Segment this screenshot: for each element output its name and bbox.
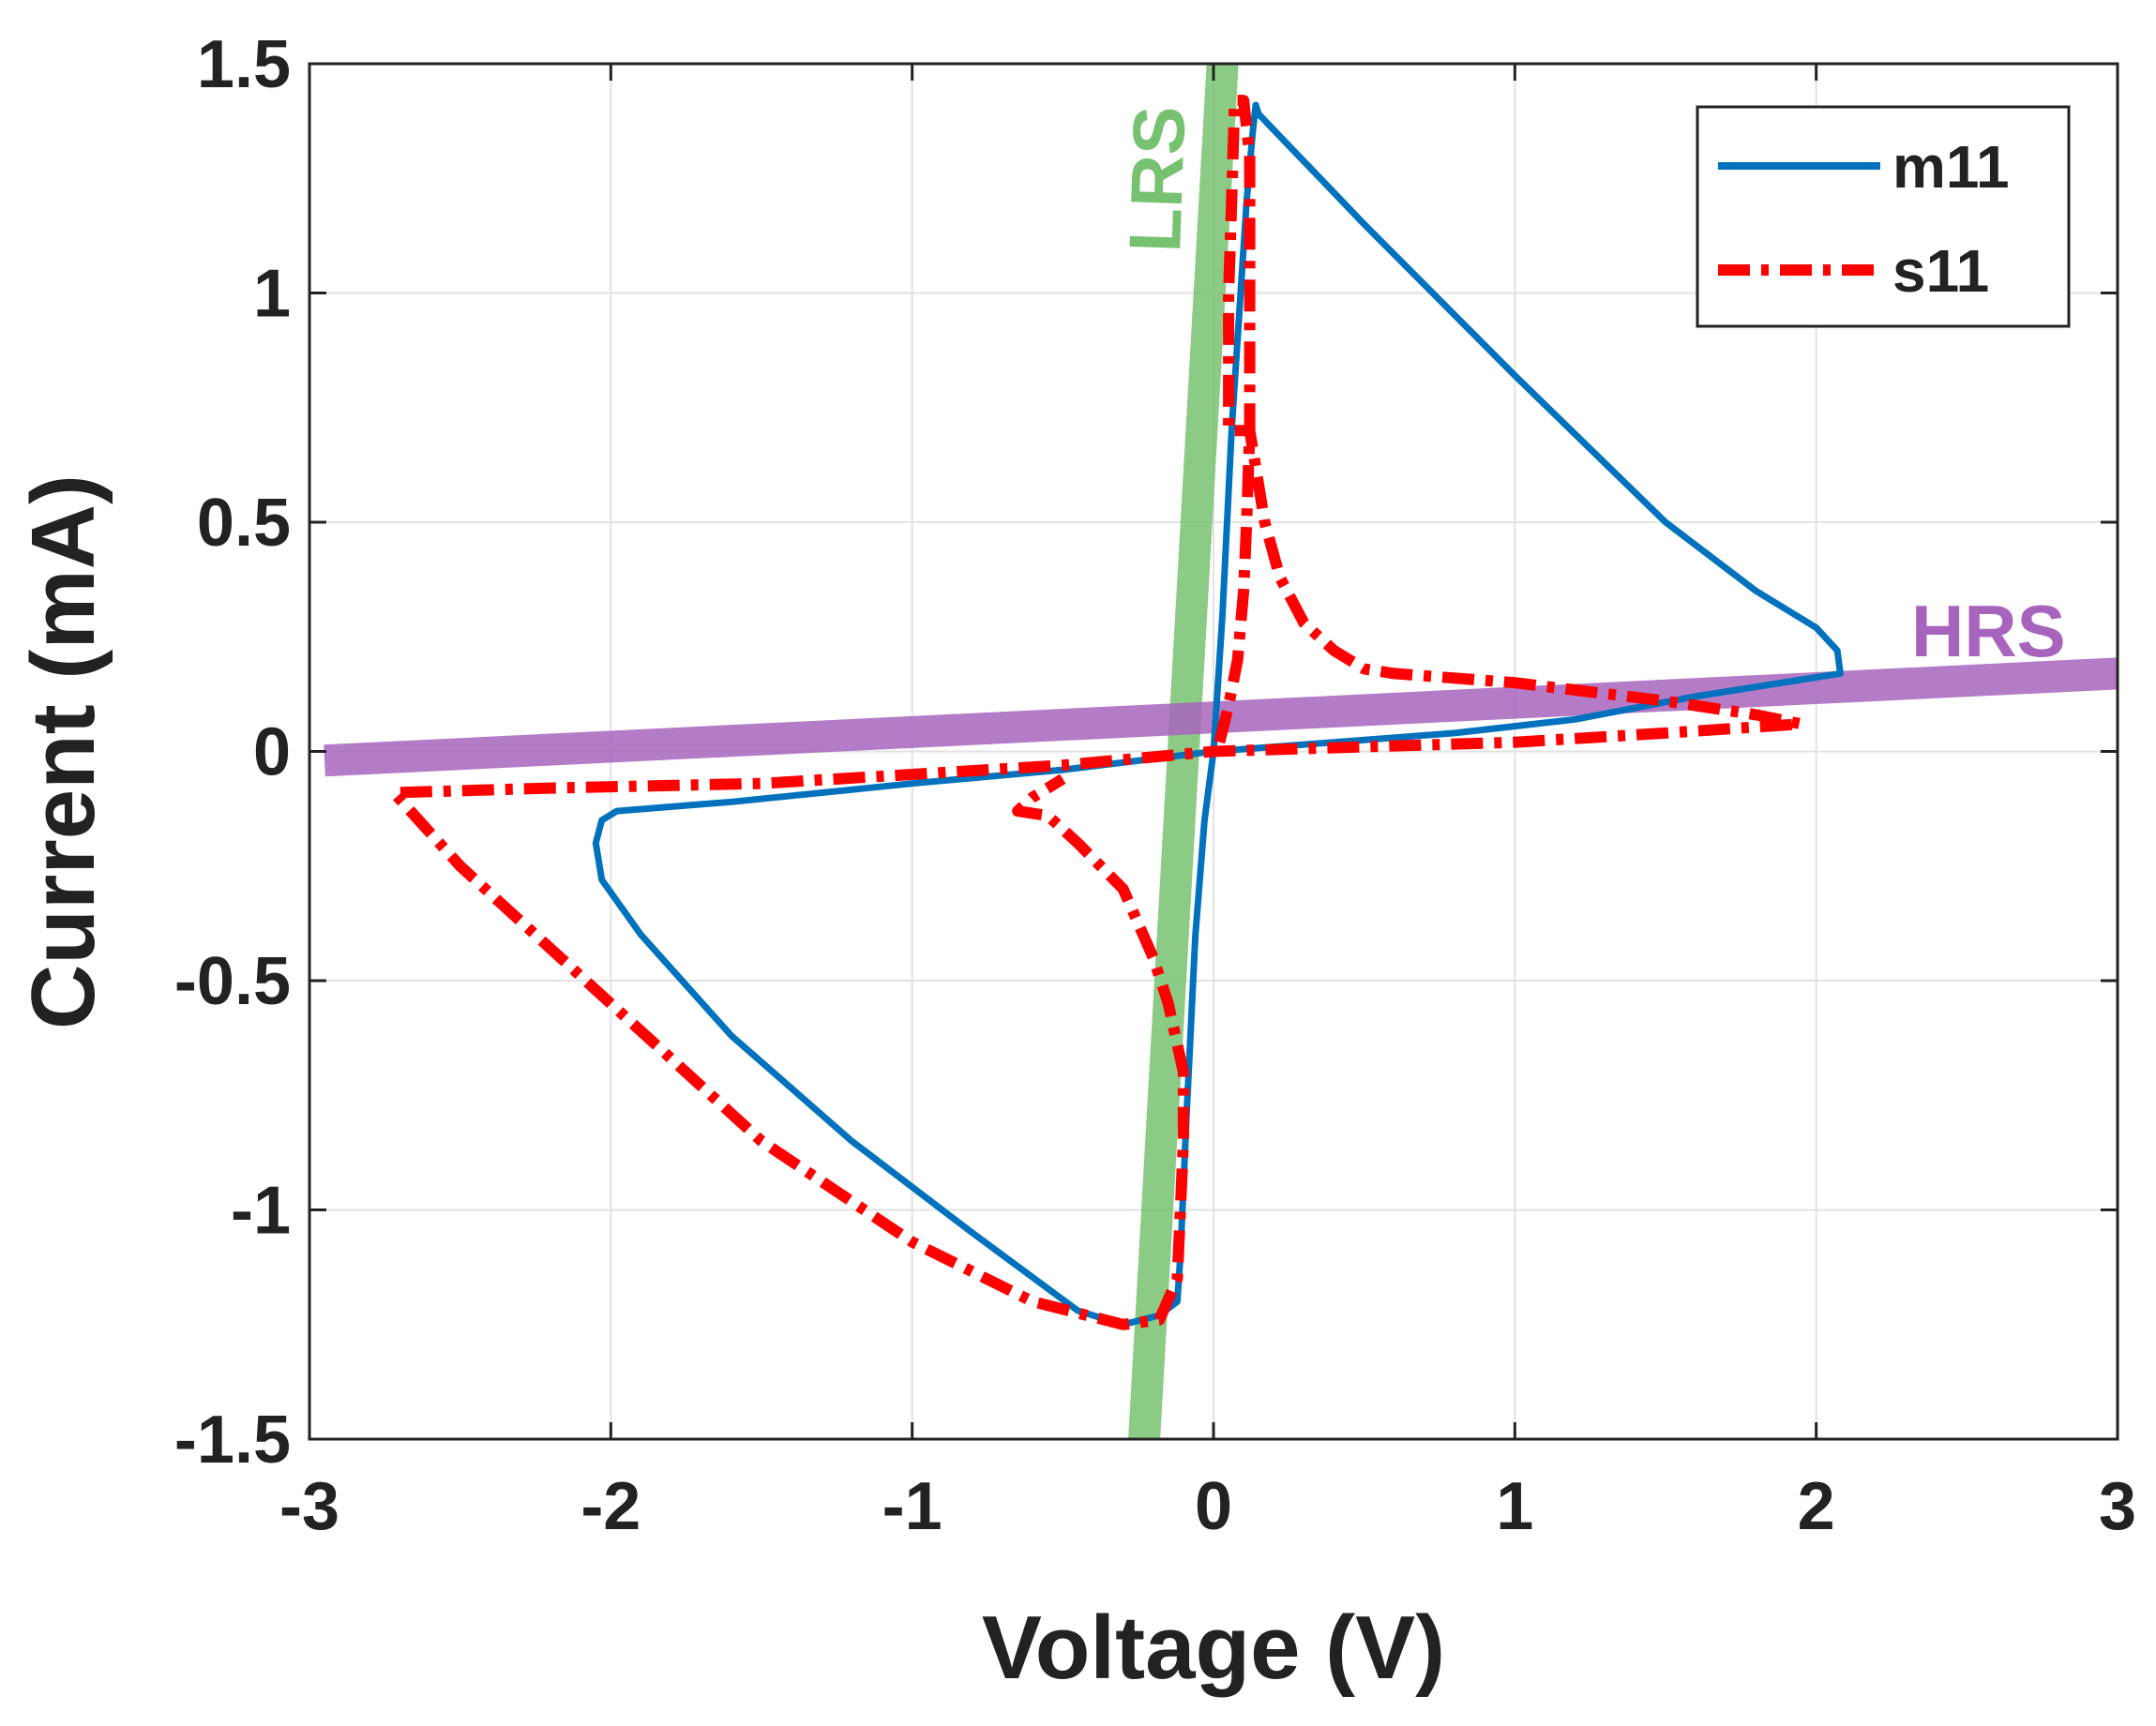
y-tick-label-m0p5: -0.5: [174, 944, 291, 1019]
y-tick-label-1: 1: [253, 257, 291, 332]
y-tick-label-1p5: 1.5: [197, 27, 291, 102]
y-tick-label-0p5: 0.5: [197, 486, 291, 561]
legend-label-s11: s11: [1892, 237, 1989, 305]
y-tick-label-m1: -1: [231, 1174, 291, 1249]
band-label-hrs: HRS: [1911, 590, 2066, 672]
x-axis-title: Voltage (V): [982, 1598, 1445, 1698]
band-label-lrs: LRS: [1113, 105, 1200, 254]
data-series: [388, 95, 1844, 1330]
x-tick-label-2: 2: [1798, 1469, 1835, 1544]
y-axis-title: Current (mA): [13, 474, 113, 1029]
x-tick-label-3: 3: [2099, 1469, 2136, 1544]
y-tick-label-m1p5: -1.5: [174, 1403, 291, 1478]
x-tick-label-m3: -3: [279, 1469, 339, 1544]
legend-label-m11: m11: [1892, 133, 2010, 201]
band-lrs: [1128, 63, 1239, 1440]
x-tick-label-0: 0: [1195, 1469, 1232, 1544]
y-tick-label-0: 0: [253, 715, 291, 790]
x-tick-label-1: 1: [1496, 1469, 1533, 1544]
x-tick-label-m1: -1: [882, 1469, 942, 1544]
legend-box: [1696, 105, 2071, 328]
y-tick-labels: -1.5 -1 -0.5 0 0.5 1 1.5: [174, 27, 291, 1478]
x-tick-label-m2: -2: [580, 1469, 641, 1544]
axis-ticks: [308, 62, 2119, 1441]
legend: m11 s11: [1696, 105, 2071, 328]
x-tick-labels: -3 -2 -1 0 1 2 3: [279, 1469, 2136, 1544]
series-s11: [388, 95, 1807, 1330]
